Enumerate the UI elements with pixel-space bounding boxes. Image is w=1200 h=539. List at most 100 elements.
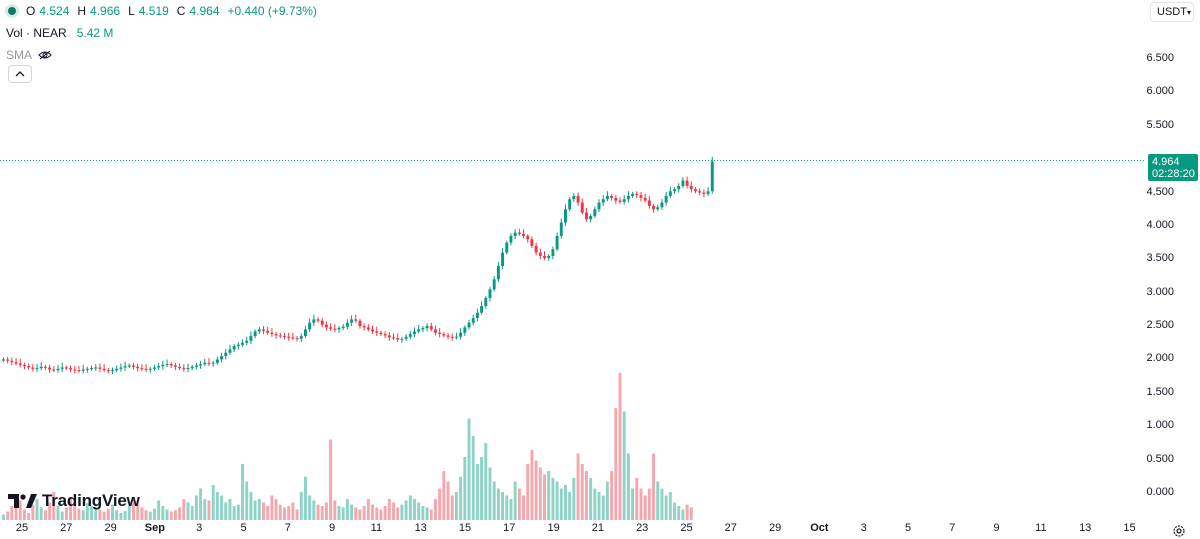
time-tick-label: 15 <box>458 522 472 534</box>
candle-body <box>274 334 278 336</box>
candle-body <box>123 366 127 368</box>
candle-body <box>631 193 635 196</box>
volume-bar <box>312 500 316 520</box>
volume-bar <box>673 502 676 520</box>
candle-body <box>253 331 257 337</box>
volume-bar <box>69 499 73 520</box>
candle-body <box>144 368 148 370</box>
candle-body <box>31 367 35 369</box>
price-tick-label: 5.500 <box>1146 118 1174 131</box>
candle-body <box>564 209 567 223</box>
time-tick-label: 9 <box>993 522 1000 534</box>
candle-body <box>433 329 437 333</box>
volume-bar <box>303 476 307 520</box>
volume-bar <box>538 467 542 520</box>
candle-body <box>694 189 697 192</box>
time-tick-label: 27 <box>724 522 737 534</box>
volume-bar <box>354 507 358 520</box>
volume-bar <box>685 504 689 520</box>
volume-bar <box>568 492 572 520</box>
time-tick-label: 21 <box>591 522 605 534</box>
candle-body <box>312 319 316 323</box>
volume-bar <box>106 508 110 520</box>
candle-body <box>345 322 349 327</box>
volume-bar <box>593 488 597 520</box>
candle-body <box>81 369 85 371</box>
high-label: H <box>77 4 87 18</box>
candle-body <box>681 180 685 186</box>
volume-bar <box>228 499 232 520</box>
volume-bar <box>463 457 467 520</box>
volume-bar <box>551 478 555 520</box>
candle-body <box>543 255 546 258</box>
collapse-legend-button[interactable] <box>8 65 32 83</box>
volume-bar <box>530 450 534 520</box>
candle-body <box>471 318 475 323</box>
volume-bar <box>681 509 685 520</box>
candle-body <box>102 368 106 371</box>
volume-bar <box>626 453 630 520</box>
volume-bar <box>517 488 521 520</box>
candle-body <box>43 366 47 368</box>
candle-body <box>551 249 555 256</box>
candle-body <box>165 364 169 366</box>
volume-bar <box>18 500 22 520</box>
volume-bar <box>152 508 156 520</box>
candle-body <box>689 185 693 190</box>
candle-body <box>559 222 563 236</box>
candle-body <box>446 335 450 337</box>
candle-body <box>236 344 240 347</box>
volume-bar <box>584 471 588 520</box>
candle-body <box>224 352 228 357</box>
candle-body <box>119 367 123 369</box>
open-value: 4.524 <box>39 4 70 18</box>
candle-body <box>18 363 22 365</box>
countdown-value: 02:28:20 <box>1152 168 1195 180</box>
volume-bar <box>421 506 425 520</box>
volume-bar <box>417 502 421 520</box>
candle-body <box>429 326 433 330</box>
candle-body <box>64 367 68 369</box>
volume-bar <box>639 488 643 520</box>
candle-body <box>442 334 446 336</box>
tradingview-logo[interactable]: TradingView <box>8 491 140 511</box>
currency-selector[interactable]: USDT ▾ <box>1150 2 1194 22</box>
volume-bar <box>249 492 253 520</box>
candle-body <box>182 368 186 370</box>
candle-body <box>69 368 73 370</box>
candle-body <box>496 265 500 280</box>
volume-bar <box>488 467 492 520</box>
volume-bar <box>203 499 207 520</box>
candle-body <box>56 368 60 371</box>
volume-bar <box>85 503 89 520</box>
high-value: 4.966 <box>90 4 121 18</box>
volume-bar <box>450 495 454 520</box>
volume-bar <box>475 464 479 520</box>
volume-bar <box>22 509 26 520</box>
ohlc-row: O 4.524 H 4.966 L 4.519 C 4.964 +0.440 (+9.7… <box>6 4 317 18</box>
volume-bar <box>597 492 601 520</box>
candle-body <box>459 332 463 337</box>
candle-body <box>295 338 299 340</box>
volume-bar <box>652 453 656 520</box>
candle-body <box>173 365 177 367</box>
candle-body <box>194 365 198 367</box>
volume-bar <box>501 492 505 520</box>
candle-body <box>186 368 190 370</box>
volume-bar <box>396 507 400 520</box>
candle-body <box>450 336 454 338</box>
candle-body <box>664 195 668 203</box>
candle-body <box>710 161 714 192</box>
volume-bar <box>358 509 362 520</box>
candle-body <box>316 319 320 321</box>
eye-off-icon[interactable] <box>38 50 52 60</box>
gear-icon[interactable] <box>1172 524 1186 538</box>
sma-label: SMA <box>6 48 33 62</box>
volume-bar <box>392 502 395 520</box>
candle-body <box>94 367 98 369</box>
sma-row[interactable]: SMA <box>6 48 317 62</box>
candle-body <box>534 245 538 253</box>
volume-bar <box>199 488 203 520</box>
candle-body <box>14 362 18 364</box>
